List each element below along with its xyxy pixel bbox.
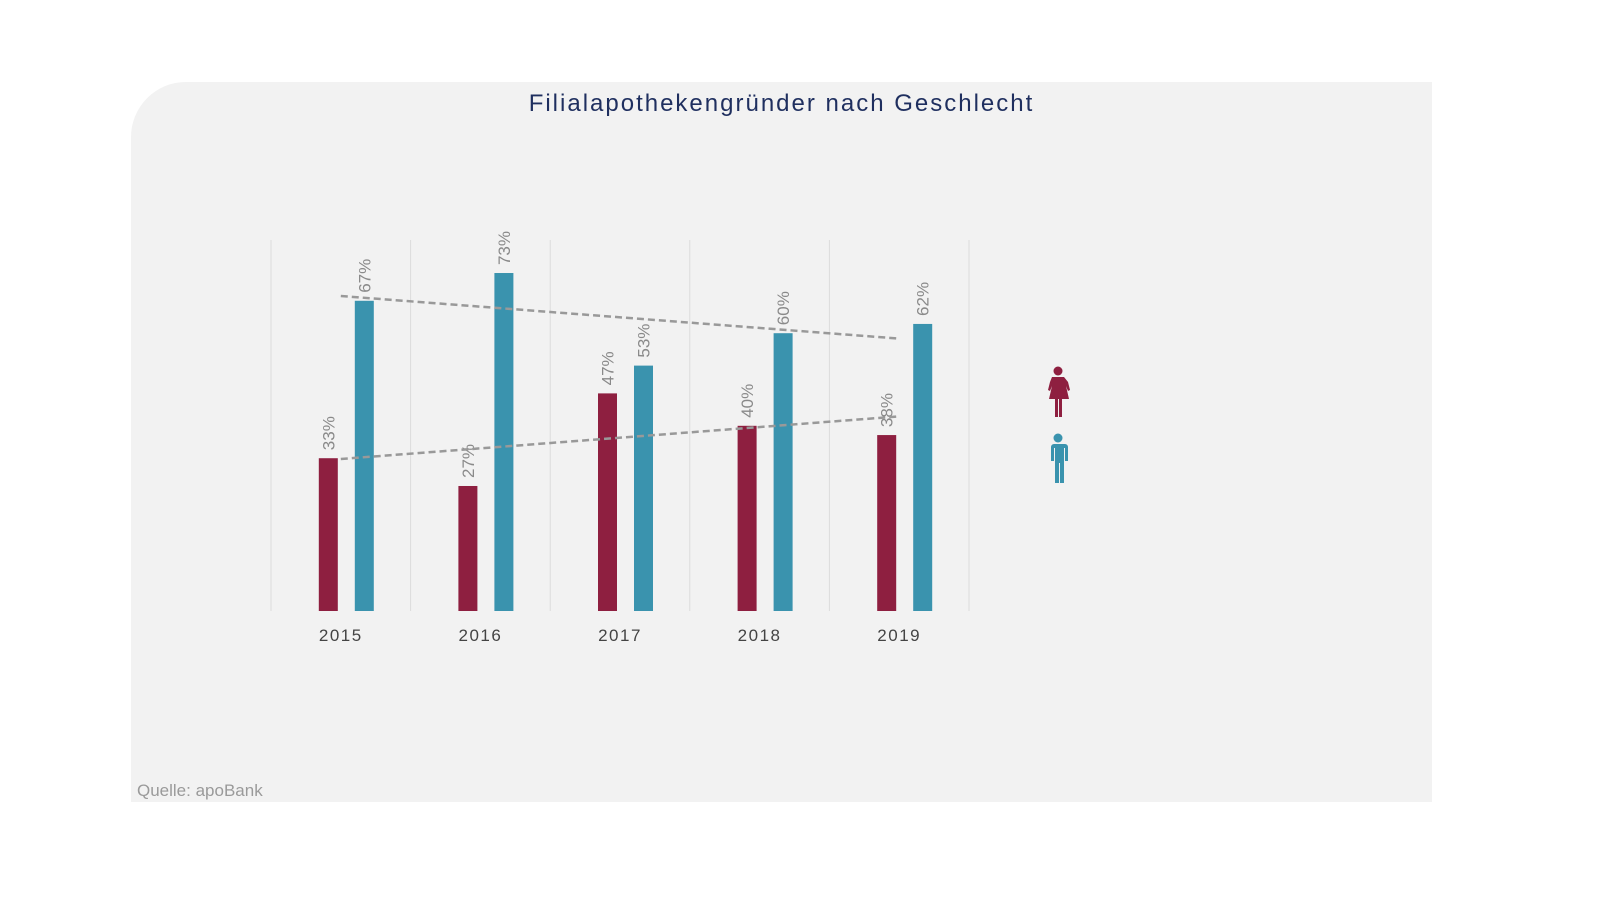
data-label: 53% (635, 324, 654, 358)
data-label: 62% (914, 282, 933, 316)
trendline-frauen (340, 415, 900, 461)
bar-frauen-2016 (458, 485, 478, 611)
bar-frauen-2017 (598, 393, 617, 611)
x-tick-label: 2019 (877, 626, 921, 645)
bar-männer-2018 (773, 333, 793, 611)
data-label: 73% (495, 231, 514, 265)
bar-frauen-2018 (737, 425, 757, 611)
x-tick-label: 2016 (458, 626, 502, 645)
bar-männer-2017 (634, 365, 653, 611)
bar-männer-2019 (913, 323, 933, 611)
data-label: 60% (774, 291, 793, 325)
trendline-männer (340, 294, 900, 340)
x-tick-label: 2018 (738, 626, 782, 645)
x-tick-label: 2017 (598, 626, 642, 645)
x-tick-label: 2015 (319, 626, 363, 645)
data-label: 40% (738, 384, 757, 418)
female-icon (1048, 366, 1070, 417)
bar-männer-2016 (494, 273, 514, 611)
data-label: 47% (599, 351, 618, 385)
data-label: 27% (459, 444, 478, 478)
male-icon (1051, 433, 1068, 483)
data-label: 67% (355, 259, 374, 293)
bar-frauen-2019 (877, 435, 897, 611)
data-label: 33% (319, 416, 338, 450)
bar-männer-2015 (354, 300, 374, 611)
bar-frauen-2015 (318, 458, 338, 611)
chart-title: Filialapothekengründer nach Geschlecht (528, 90, 1035, 117)
data-label: 38% (878, 393, 897, 427)
source-note: Quelle: apoBank (137, 781, 263, 800)
